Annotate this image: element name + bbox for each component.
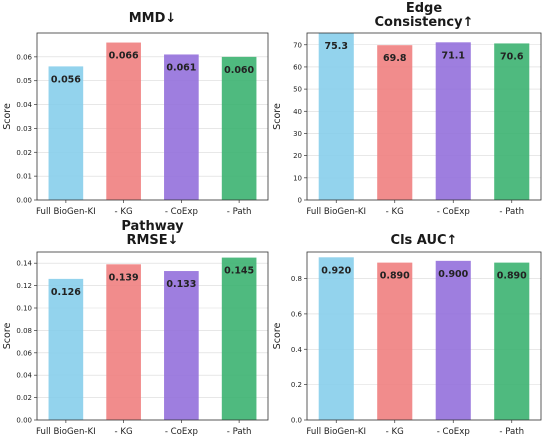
chart-title: MMD↓ bbox=[129, 11, 177, 26]
y-tick-label: 0.2 bbox=[291, 381, 302, 389]
chart-panel-1: MMD↓ 0.00 0.01 0.02 0.03 0.04 0.05 0.06 0.056 Ful… bbox=[2, 11, 269, 217]
x-tick-label: Full BioGen-KI bbox=[306, 427, 366, 437]
y-tick-label: 0.4 bbox=[291, 346, 303, 354]
x-tick-label: - KG bbox=[115, 427, 133, 437]
bar-4 bbox=[221, 56, 257, 200]
y-tick-label: 0.8 bbox=[291, 275, 302, 283]
bar-2 bbox=[106, 42, 141, 200]
data-label: 69.8 bbox=[383, 53, 407, 64]
bar-2 bbox=[377, 45, 413, 200]
data-label: 0.056 bbox=[51, 74, 81, 85]
chart-panel-4: Cls AUC↑ 0.0 0.2 0.4 0.6 0.8 0.920 Full BioGen-… bbox=[272, 233, 542, 437]
bar-3 bbox=[435, 42, 471, 200]
bar-1 bbox=[318, 33, 354, 200]
y-tick-label: 0.10 bbox=[16, 305, 32, 313]
x-tick-label: - KG bbox=[115, 207, 133, 217]
bar-4 bbox=[494, 43, 530, 200]
y-tick-label: 0.06 bbox=[16, 349, 32, 357]
data-label: 0.066 bbox=[109, 51, 139, 62]
y-tick-label: 0 bbox=[298, 197, 302, 205]
x-tick-label: - KG bbox=[386, 207, 404, 217]
y-axis-label: Score bbox=[2, 323, 13, 350]
chart-title: Consistency↑ bbox=[374, 15, 473, 30]
y-tick-label: 0.04 bbox=[16, 372, 32, 380]
bar-1 bbox=[318, 257, 354, 420]
y-tick-label: 0.02 bbox=[16, 394, 32, 402]
data-label: 0.061 bbox=[166, 62, 196, 73]
y-tick-label: 0.14 bbox=[16, 260, 32, 268]
y-tick-label: 0.01 bbox=[16, 173, 32, 181]
data-label: 0.145 bbox=[224, 266, 254, 277]
data-label: 0.900 bbox=[438, 269, 468, 280]
y-tick-label: 40 bbox=[293, 108, 302, 116]
bar-1 bbox=[48, 278, 84, 420]
data-label: 0.890 bbox=[497, 271, 527, 282]
data-label: 0.060 bbox=[224, 65, 254, 76]
data-label: 75.3 bbox=[325, 41, 348, 52]
data-label: 0.920 bbox=[321, 265, 351, 276]
x-tick-label: - CoExp bbox=[437, 427, 470, 437]
bar-2 bbox=[377, 262, 413, 420]
y-tick-label: 50 bbox=[293, 86, 302, 94]
data-label: 0.126 bbox=[51, 287, 81, 298]
chart-title: Edge bbox=[406, 1, 442, 16]
x-tick-label: - CoExp bbox=[437, 207, 470, 217]
y-tick-label: 0.00 bbox=[16, 417, 32, 425]
bar-3 bbox=[164, 271, 199, 420]
plot-frame bbox=[36, 32, 269, 201]
x-tick-label: - CoExp bbox=[165, 427, 198, 437]
chart-title: RMSE↓ bbox=[126, 233, 178, 248]
plot-frame bbox=[306, 32, 542, 201]
x-tick-label: - Path bbox=[499, 207, 524, 217]
y-tick-label: 0.02 bbox=[16, 149, 32, 157]
bar-3 bbox=[435, 260, 471, 420]
y-tick-label: 0.04 bbox=[16, 101, 32, 109]
x-tick-label: - Path bbox=[227, 427, 252, 437]
y-axis-label: Score bbox=[2, 103, 13, 130]
y-tick-label: 70 bbox=[293, 41, 302, 49]
y-axis-label: Score bbox=[272, 323, 283, 350]
bar-4 bbox=[494, 262, 530, 420]
y-tick-label: 0.05 bbox=[16, 77, 32, 85]
x-tick-label: Full BioGen-KI bbox=[36, 207, 96, 217]
y-tick-label: 0.12 bbox=[16, 282, 32, 290]
y-tick-label: 0.06 bbox=[16, 53, 32, 61]
chart-title: Pathway bbox=[121, 219, 184, 234]
data-label: 0.133 bbox=[166, 279, 196, 290]
y-tick-label: 0.00 bbox=[16, 197, 32, 205]
y-tick-label: 30 bbox=[293, 130, 302, 138]
x-tick-label: - KG bbox=[386, 427, 404, 437]
bar-2 bbox=[106, 264, 141, 420]
y-tick-label: 0.03 bbox=[16, 125, 32, 133]
y-tick-label: 0.6 bbox=[291, 310, 303, 318]
data-label: 70.6 bbox=[500, 51, 524, 62]
y-tick-label: 10 bbox=[293, 174, 302, 182]
bar-3 bbox=[164, 54, 199, 200]
x-tick-label: - Path bbox=[227, 207, 252, 217]
y-tick-label: 0.0 bbox=[291, 417, 302, 425]
data-label: 0.139 bbox=[109, 272, 139, 283]
plot-frame bbox=[36, 251, 269, 421]
x-tick-label: Full BioGen-KI bbox=[36, 427, 96, 437]
y-tick-label: 20 bbox=[293, 152, 302, 160]
y-axis-label: Score bbox=[272, 103, 283, 130]
x-tick-label: Full BioGen-KI bbox=[306, 207, 366, 217]
y-tick-label: 60 bbox=[293, 63, 302, 71]
y-tick-label: 0.08 bbox=[16, 327, 32, 335]
data-label: 0.890 bbox=[380, 271, 410, 282]
chart-title: Cls AUC↑ bbox=[391, 233, 458, 248]
data-label: 71.1 bbox=[442, 50, 465, 61]
bar-1 bbox=[48, 66, 84, 201]
x-tick-label: - Path bbox=[499, 427, 524, 437]
x-tick-label: - CoExp bbox=[165, 207, 198, 217]
bar-4 bbox=[221, 257, 257, 420]
plot-frame bbox=[306, 251, 542, 421]
